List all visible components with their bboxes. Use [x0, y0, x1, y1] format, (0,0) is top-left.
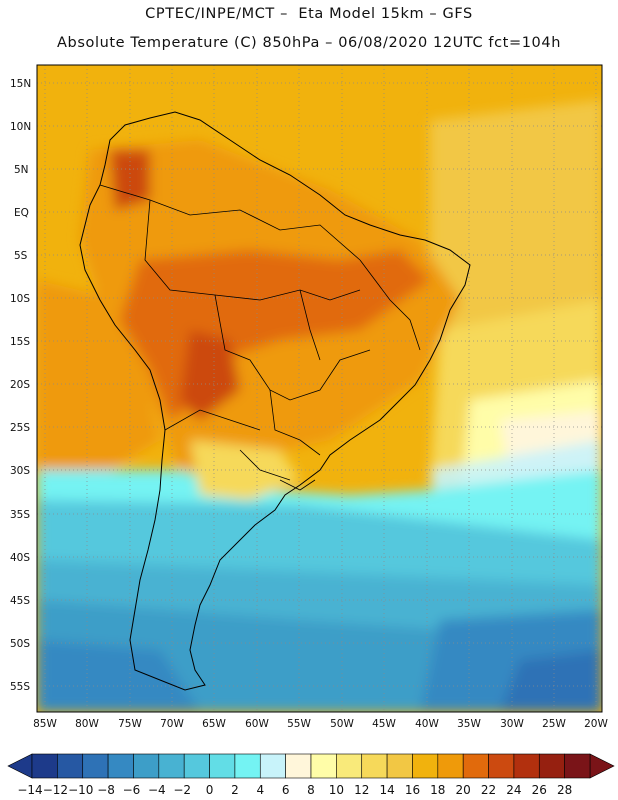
- lat-tick-label: 30S: [10, 465, 30, 477]
- colorbar-swatch: [259, 753, 286, 779]
- colorbar-swatch: [538, 753, 565, 779]
- lat-tick-label: 15S: [10, 336, 30, 348]
- lat-tick-label: 55S: [10, 681, 30, 693]
- colorbar-label: −14: [17, 783, 42, 797]
- colorbar-swatch: [488, 753, 515, 779]
- colorbar-swatch: [513, 753, 540, 779]
- lon-tick-label: 45W: [372, 718, 396, 730]
- colorbar-swatch: [462, 753, 489, 779]
- colorbar-label: 16: [405, 783, 420, 797]
- colorbar-swatch: [564, 753, 591, 779]
- lat-tick-label: 20S: [10, 379, 30, 391]
- colorbar-label: 4: [256, 783, 264, 797]
- latitude-axis: 15N 10N 5N EQ 5S 10S 15S 20S 25S 30S 35S…: [10, 78, 31, 693]
- longitude-axis: 85W 80W 75W 70W 65W 60W 55W 50W 45W 40W …: [33, 718, 608, 730]
- lon-tick-label: 70W: [160, 718, 184, 730]
- colorbar-label: 22: [481, 783, 496, 797]
- colorbar-label: −12: [43, 783, 68, 797]
- colorbar-swatch: [336, 753, 363, 779]
- lon-tick-label: 75W: [118, 718, 142, 730]
- political-borders: [99, 184, 421, 491]
- colorbar-swatch: [82, 753, 109, 779]
- lat-tick-label: 5S: [14, 250, 28, 262]
- colorbar-label: 14: [379, 783, 394, 797]
- lon-tick-label: 85W: [33, 718, 57, 730]
- colorbar-arrow-high: [589, 753, 615, 779]
- colorbar-label: −10: [68, 783, 93, 797]
- temperature-field: [37, 65, 602, 712]
- colorbar-swatch: [412, 753, 439, 779]
- colorbar-swatch: [183, 753, 210, 779]
- colorbar-swatch: [209, 753, 236, 779]
- colorbar-swatch: [107, 753, 134, 779]
- colorbar-label: −2: [173, 783, 191, 797]
- lat-tick-label: 5N: [14, 164, 29, 176]
- colorbar-label: 2: [231, 783, 239, 797]
- colorbar-label: 24: [506, 783, 521, 797]
- colorbar-swatch: [234, 753, 261, 779]
- lat-tick-label: 25S: [10, 422, 30, 434]
- lon-tick-label: 40W: [415, 718, 439, 730]
- lat-tick-label: 10N: [10, 121, 31, 133]
- colorbar-swatch: [285, 753, 312, 779]
- colorbar-label: −8: [97, 783, 115, 797]
- colorbar-swatch: [158, 753, 185, 779]
- lat-tick-label: 35S: [10, 509, 30, 521]
- colorbar-label: 8: [307, 783, 315, 797]
- map-frame: [36, 64, 603, 713]
- colorbar-swatch: [386, 753, 413, 779]
- colorbar-label: 0: [206, 783, 214, 797]
- lon-tick-label: 65W: [202, 718, 226, 730]
- lon-tick-label: 80W: [75, 718, 99, 730]
- lon-tick-label: 50W: [330, 718, 354, 730]
- lon-tick-label: 35W: [457, 718, 481, 730]
- colorbar-label: 12: [354, 783, 369, 797]
- colorbar-label: 10: [329, 783, 344, 797]
- colorbar-swatch: [31, 753, 58, 779]
- colorbar-label: 6: [282, 783, 290, 797]
- lon-tick-label: 60W: [245, 718, 269, 730]
- colorbar-swatch: [310, 753, 337, 779]
- coastline: [79, 111, 471, 691]
- lat-tick-label: 50S: [10, 638, 30, 650]
- lon-tick-label: 55W: [287, 718, 311, 730]
- colorbar-swatch: [133, 753, 160, 779]
- colorbar: −14 −12 −10 −8 −6 −4 −2 0 2 4 6 8 10 12 14 16 18 20 22 24 26…: [7, 753, 615, 797]
- colorbar-swatch: [437, 753, 464, 779]
- lon-tick-label: 20W: [584, 718, 608, 730]
- colorbar-swatch: [57, 753, 84, 779]
- lat-tick-label: EQ: [14, 207, 29, 219]
- lat-tick-label: 40S: [10, 552, 30, 564]
- map-title-line1: CPTEC/INPE/MCT – Eta Model 15km – GFS: [145, 6, 473, 22]
- map-title-line2: Absolute Temperature (C) 850hPa – 06/08/…: [57, 35, 561, 51]
- colorbar-label: 26: [532, 783, 547, 797]
- colorbar-label: 28: [557, 783, 572, 797]
- colorbar-arrow-low: [7, 753, 33, 779]
- lon-tick-label: 30W: [500, 718, 524, 730]
- colorbar-label: 20: [456, 783, 471, 797]
- colorbar-label: −4: [148, 783, 166, 797]
- lat-tick-label: 10S: [10, 293, 30, 305]
- colorbar-label: −6: [123, 783, 141, 797]
- lat-tick-label: 15N: [10, 78, 31, 90]
- colorbar-swatch: [361, 753, 388, 779]
- lon-tick-label: 25W: [542, 718, 566, 730]
- colorbar-label: 18: [430, 783, 445, 797]
- lat-tick-label: 45S: [10, 595, 30, 607]
